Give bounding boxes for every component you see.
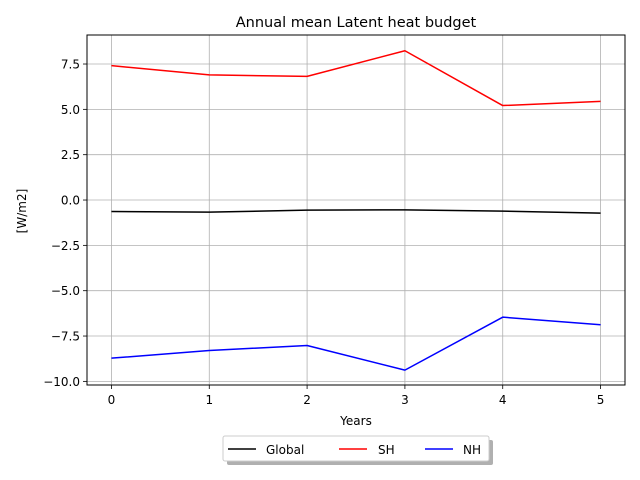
x-tick-label: 1: [205, 393, 213, 407]
y-tick-label: −7.5: [51, 330, 80, 344]
y-tick-label: 2.5: [61, 148, 80, 162]
legend-label-global: Global: [266, 443, 304, 457]
x-axis-label: Years: [339, 414, 372, 428]
x-tick-label: 4: [499, 393, 507, 407]
legend: Global SH NH: [222, 435, 493, 465]
y-tick-label: −2.5: [51, 239, 80, 253]
legend-label-sh: SH: [378, 443, 395, 457]
x-tick-label: 5: [597, 393, 605, 407]
y-tick-label: 5.0: [61, 103, 80, 117]
series-line-global: [111, 209, 601, 214]
y-tick-label: −10.0: [43, 375, 80, 389]
y-tick-label: 7.5: [61, 58, 80, 72]
chart-title: Annual mean Latent heat budget: [236, 15, 477, 31]
y-tick-label: 0.0: [61, 194, 80, 208]
plot-frame: [86, 34, 626, 386]
x-tick-label: 2: [303, 393, 311, 407]
axis-ticks: 0 1 2 3 4 5 −10.0 −7.5 −5.0 −2.5 0.0 2.5 5.0 7.5: [43, 58, 604, 407]
y-tick-label: −5.0: [51, 284, 80, 298]
y-axis-label: [W/m2]: [15, 189, 29, 234]
series-layer: [111, 50, 601, 371]
x-tick-label: 0: [108, 393, 116, 407]
series-line-sh: [111, 50, 601, 107]
series-line-nh: [111, 316, 601, 371]
legend-label-nh: NH: [463, 443, 481, 457]
x-tick-label: 3: [401, 393, 409, 407]
